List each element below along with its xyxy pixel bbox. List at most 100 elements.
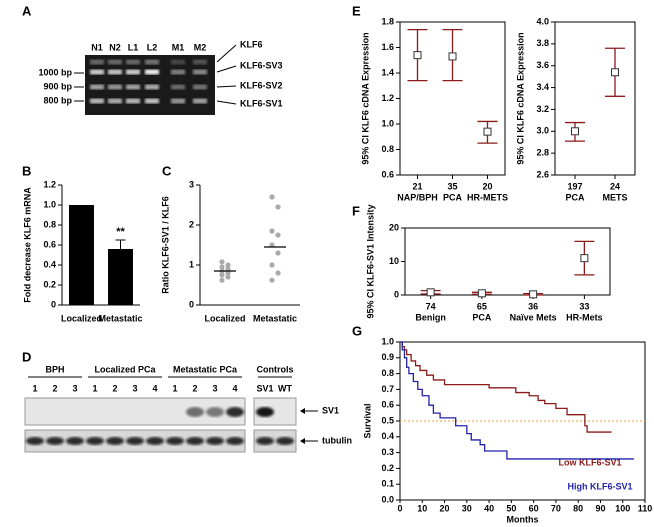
data-point — [225, 262, 231, 268]
data-point — [269, 194, 275, 200]
band-label: KLF6 — [240, 39, 263, 49]
count-label: 21 — [412, 181, 422, 191]
y-tick-label: 0.7 — [381, 384, 394, 394]
count-label: 36 — [528, 301, 538, 311]
lane-label: N1 — [91, 42, 103, 52]
group-label: Metastatic PCa — [173, 364, 238, 374]
x-axis-label: Months — [507, 514, 539, 524]
y-tick-label: 1 — [189, 259, 194, 269]
annotation: ** — [116, 226, 125, 238]
blot-band — [256, 437, 274, 445]
gel-band — [108, 69, 122, 75]
arrowhead — [300, 408, 305, 414]
lane-label: L1 — [128, 42, 139, 52]
lane-label: 3 — [212, 383, 217, 393]
gel-band — [193, 69, 207, 75]
count-label: 24 — [610, 181, 620, 191]
y-tick-label: 3.0 — [536, 126, 549, 136]
y-tick-label: 0.3 — [381, 447, 394, 457]
lane-label: 3 — [132, 383, 137, 393]
blot-band — [66, 437, 84, 445]
panel-label: B — [22, 163, 31, 178]
y-tick-label: 0 — [394, 289, 399, 299]
y-tick-label: 10 — [389, 256, 399, 266]
data-point — [275, 232, 281, 238]
data-point — [269, 242, 275, 248]
y-tick-label: 0 — [189, 299, 194, 309]
plot-frame — [554, 21, 636, 176]
data-point — [219, 272, 225, 278]
y-tick-label: 3.4 — [536, 82, 549, 92]
y-tick-label: 0.5 — [381, 415, 394, 425]
count-label: 65 — [477, 301, 487, 311]
band-label: KLF6-SV1 — [240, 98, 283, 108]
blot-band — [206, 407, 224, 417]
x-tick-label: 60 — [529, 503, 539, 513]
y-tick-label: 0.2 — [381, 463, 394, 473]
bar — [69, 205, 94, 305]
gel-band — [90, 84, 104, 90]
x-tick-label: 80 — [573, 503, 583, 513]
mean-marker — [483, 127, 492, 136]
lane-label: 1 — [172, 383, 177, 393]
y-tick-label: 1.6 — [381, 42, 394, 52]
gel-band — [126, 59, 140, 65]
panel-label: C — [162, 163, 172, 178]
panel-label: G — [352, 323, 362, 338]
y-axis-label: 95% CI KLF6 cDNA Expression — [360, 32, 370, 164]
data-point — [275, 270, 281, 276]
y-axis-label: 95% CI KLF6 cDNA Expression — [515, 32, 525, 164]
x-tick-label: 110 — [638, 503, 653, 513]
count-label: 20 — [482, 181, 492, 191]
blot-band — [206, 437, 224, 445]
mean-marker — [477, 289, 486, 298]
lane-label: 1 — [92, 383, 97, 393]
data-point — [219, 264, 225, 270]
blot-band — [256, 407, 274, 417]
lane-label: L2 — [147, 42, 158, 52]
gel-band — [145, 59, 159, 65]
gel-band — [145, 69, 159, 75]
band-pointer — [216, 65, 237, 73]
legend-label: Low KLF6-SV1 — [558, 457, 621, 467]
mean-marker — [529, 290, 538, 299]
blot-tubulin-ctrl — [253, 429, 297, 453]
lane-label: M2 — [194, 42, 207, 52]
lane-label: 4 — [152, 383, 157, 393]
blot-band — [106, 437, 124, 445]
band-pointer — [216, 100, 237, 105]
gel-band — [171, 98, 185, 104]
y-axis-label: Ratio KLF6-SV1 / KLF6 — [160, 196, 170, 294]
y-tick-label: 0.1 — [381, 479, 394, 489]
panel-label: D — [22, 349, 31, 364]
y-tick-label: 2 — [189, 219, 194, 229]
lane-label: 4 — [232, 383, 237, 393]
count-label: 33 — [579, 301, 589, 311]
data-point — [275, 204, 281, 210]
x-tick-label: 40 — [484, 503, 494, 513]
y-tick-label: 0.4 — [43, 259, 56, 269]
lane-label: 2 — [192, 383, 197, 393]
gel-band — [193, 84, 207, 90]
x-tick-label: 70 — [551, 503, 561, 513]
lane-label: 3 — [72, 383, 77, 393]
marker-label: 900 bp — [43, 81, 72, 91]
x-tick-label: PCA — [565, 192, 585, 202]
mean-marker — [571, 127, 579, 136]
survival-curve — [400, 341, 634, 460]
x-tick-label: 100 — [615, 503, 630, 513]
plot-frame — [404, 227, 611, 296]
x-tick-label: 90 — [595, 503, 605, 513]
x-tick-label: 30 — [462, 503, 472, 513]
data-point — [219, 259, 225, 265]
gel-band — [171, 69, 185, 75]
x-tick-label: Metastatic — [98, 313, 142, 323]
band-label: SV1 — [322, 405, 339, 415]
lane-label: SV1 — [256, 383, 273, 393]
mean-marker — [580, 254, 589, 263]
y-axis-label: 95% CI KLF6-SV1 Intensity — [365, 204, 375, 318]
band-label: tubulin — [322, 435, 352, 445]
group-label: BPH — [45, 364, 64, 374]
data-point — [269, 262, 275, 268]
